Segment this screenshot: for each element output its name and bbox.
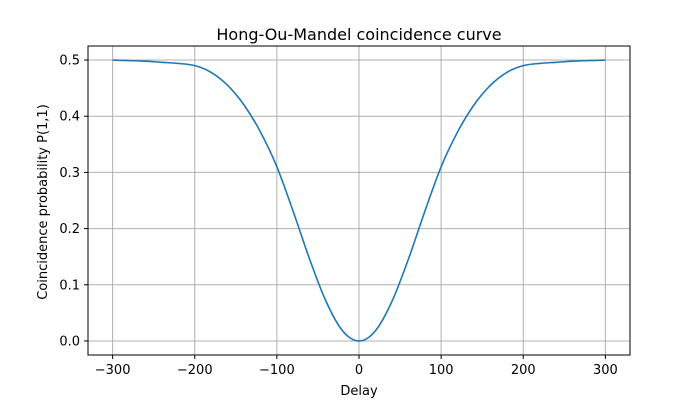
x-tick-label: −300 xyxy=(95,363,131,378)
y-tick-label: 0.0 xyxy=(59,334,80,349)
y-axis-label: Coincidence probability P(1,1) xyxy=(36,104,51,300)
y-tick-label: 0.4 xyxy=(59,110,80,125)
x-tick-label: −200 xyxy=(177,363,213,378)
x-tick-label: 200 xyxy=(511,363,536,378)
x-axis-label: Delay xyxy=(340,384,378,399)
y-tick-label: 0.2 xyxy=(59,222,80,237)
chart-title: Hong-Ou-Mandel coincidence curve xyxy=(216,25,501,44)
x-tick-label: 100 xyxy=(429,363,454,378)
x-tick-label: 300 xyxy=(593,363,618,378)
series-line xyxy=(112,59,606,342)
y-tick-label: 0.1 xyxy=(59,278,80,293)
x-tick-label: 0 xyxy=(355,363,363,378)
x-tick-label: −100 xyxy=(259,363,295,378)
series-layer xyxy=(112,59,606,342)
y-tick-label: 0.3 xyxy=(59,166,80,181)
y-tick-label: 0.5 xyxy=(59,54,80,69)
y-axis-ticks: 0.0 0.1 0.2 0.3 0.4 0.5 xyxy=(59,54,88,349)
grid xyxy=(88,46,630,355)
x-axis-ticks: −300 −200 −100 0 100 200 300 xyxy=(95,355,618,378)
